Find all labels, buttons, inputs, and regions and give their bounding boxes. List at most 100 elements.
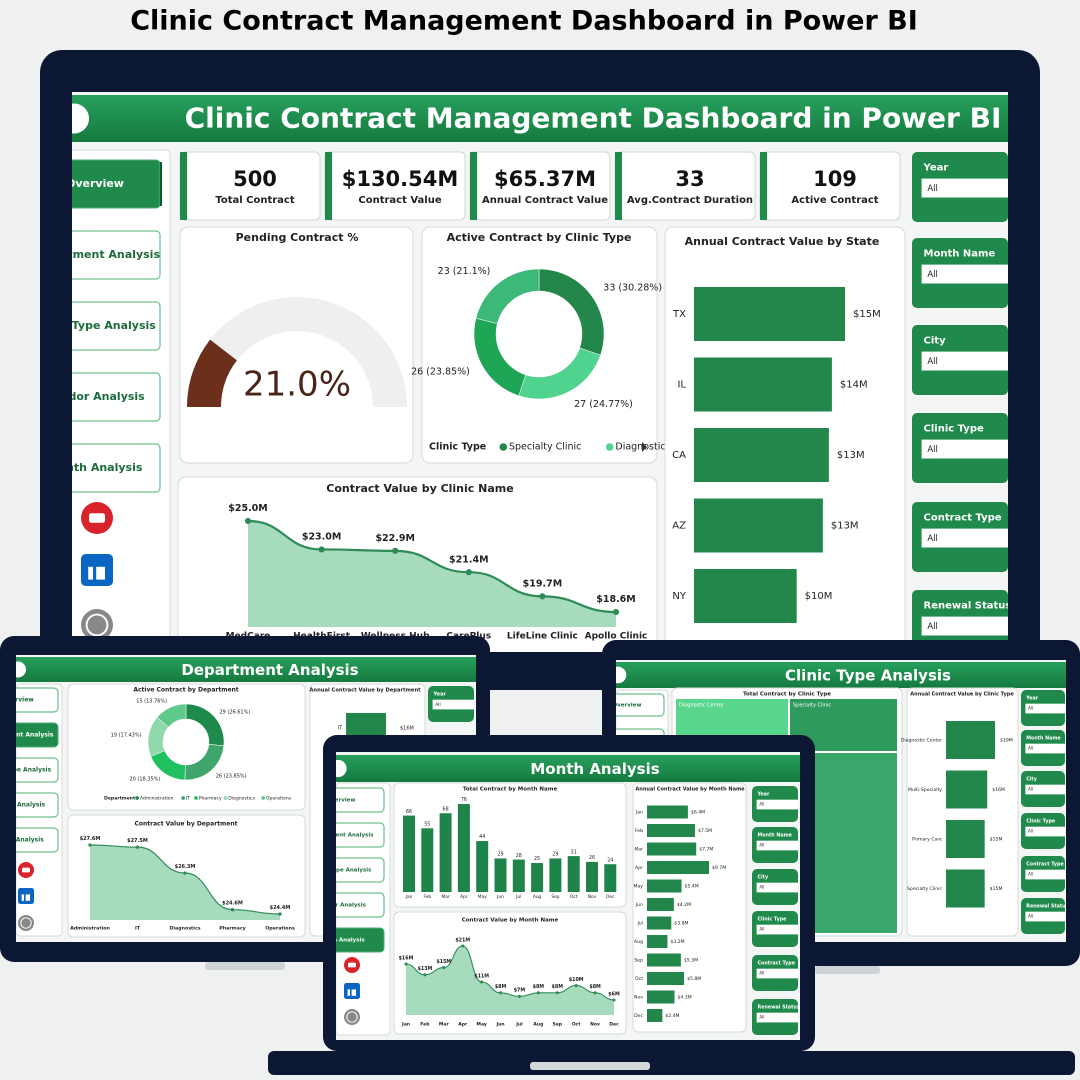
data-label: 19 (17.43%) [111,732,142,738]
kpi-value: $65.37M [494,167,596,191]
nav-label: Department Analysis [30,248,160,261]
point [392,547,399,554]
slicer-label: Renewal Status [758,1004,800,1010]
legend-swatch [261,796,265,800]
bar [647,805,688,819]
slicer-box [921,178,1008,198]
data-label: $9.7M [712,865,726,871]
slicer-label: City [1026,776,1037,782]
slicer-label: Renewal Status [1026,903,1068,909]
screen: Clinic Contract Management Dashboard in … [30,92,1008,652]
y-tick-label: Aug [634,939,643,945]
y-tick-label: TX [672,309,686,320]
header-title: Clinic Contract Management Dashboard in … [185,102,1002,135]
nav-button [72,301,161,351]
data-label: $15M [436,959,451,965]
gauge-value [187,339,237,407]
slicer-box [756,840,798,851]
legend-title: Clinic Type [429,442,486,453]
slicer-box [756,968,798,979]
data-label: $27.5M [127,838,148,844]
data-label: 20 (18.35%) [129,777,160,783]
bar [647,1009,663,1022]
data-label: $16M [992,787,1005,793]
bar [647,935,668,948]
web-icon-globe [346,1011,358,1023]
logo [16,661,26,678]
gauge-label: 21.0% [243,365,351,405]
x-tick-label: Jan [401,1022,410,1028]
data-label: $19M [1000,738,1013,744]
nav-button [72,372,161,422]
data-label: $27.6M [80,836,101,842]
slicer-box [921,351,1008,371]
header-title: Month Analysis [530,760,659,778]
kpi-value: 33 [675,167,704,191]
data-label: $5.4M [685,884,699,890]
panel [421,226,658,464]
nav-label: Clinic Type Analysis [311,868,373,874]
linkedin-icon-bar [21,894,24,901]
nav-button [336,822,385,848]
linkedin-icon-bar [347,989,350,996]
point [612,608,620,616]
slicer-box [1025,869,1065,880]
x-tick-label: Apr [460,894,468,900]
bar [421,828,434,892]
slicer-box [921,616,1008,636]
slicer-box [921,439,1008,459]
kpi-accent [325,152,332,220]
slicer-value: All [927,445,938,455]
slicer-label: Clinic Type [758,916,788,922]
linkedin-icon-bar [88,566,93,580]
nav-shadow [160,162,162,206]
data-label: $26.3M [175,864,196,870]
nav-button [336,787,385,813]
point [593,991,597,995]
area-fill [406,946,614,1015]
data-label: 29 (26.61%) [219,709,250,715]
data-label: $13M [831,521,859,532]
x-tick-label: Jun [495,1022,504,1028]
data-label: $4.2M [677,902,691,908]
bar [647,824,695,837]
point [278,912,282,916]
chart-title: Annual Contract Value by Month Name [635,787,745,793]
data-label: $19.7M [523,579,563,590]
point [461,944,465,948]
point [517,994,521,998]
data-label: $11M [474,973,489,979]
data-label: 26 (23.85%) [411,367,470,378]
bar [647,898,674,911]
kpi-accent [180,152,187,220]
chart-title: Active Contract by Clinic Type [447,231,632,244]
gauge-track [187,297,407,407]
data-label: $15M [990,837,1003,843]
nav-label: Department Analysis [309,833,375,839]
legend-swatch [135,796,139,800]
y-tick-label: Jan [635,810,643,816]
nav-label: Month Analysis [317,938,365,944]
bar [494,858,507,892]
bar [403,815,415,892]
legend-swatch [181,796,185,800]
x-tick-label: Operations [265,926,295,932]
header-bar [336,755,800,782]
y-tick-label: Multi-Specialty [908,787,942,793]
chart-title: Active Contract by Department [133,687,238,694]
data-label: $2.4M [665,1013,679,1019]
slicer-value: All [1028,829,1033,834]
slicer-box [1025,703,1065,714]
point [536,991,540,995]
nav-button [72,443,161,493]
kpi-accent [760,152,767,220]
bar [647,842,697,856]
header-bar [616,662,1066,688]
data-label: $8M [552,984,564,990]
point [539,593,546,600]
slicer-label: Year [757,791,771,797]
bar [946,770,988,809]
legend-title: Department [104,796,136,802]
slicer-value: All [759,1015,764,1020]
